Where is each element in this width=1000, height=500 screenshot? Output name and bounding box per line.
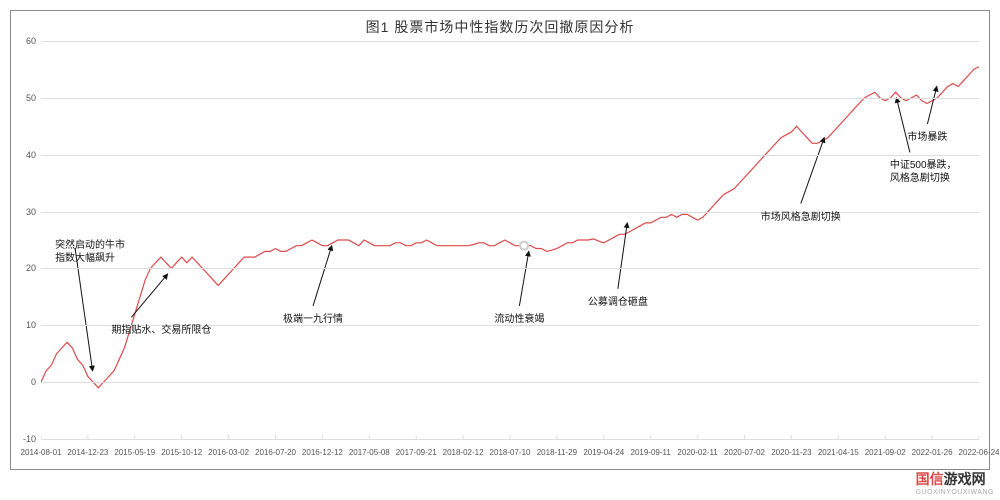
series-line — [41, 67, 979, 388]
x-tick-label: 2020-07-02 — [724, 448, 765, 457]
annotation-arrow — [618, 223, 627, 289]
chart-frame: 图1 股票市场中性指数历次回撤原因分析 -1001020304050602014… — [10, 10, 990, 470]
x-tick-label: 2017-05-08 — [349, 448, 390, 457]
watermark-suffix: 游戏网 — [944, 471, 986, 487]
x-tick-label: 2021-09-02 — [865, 448, 906, 457]
annotation-text-line: 市场风格急剧切换 — [761, 212, 841, 225]
y-tick-label: 60 — [16, 36, 36, 46]
watermark-sub: GUOXINYOUXIWANG — [916, 489, 994, 496]
annotation-arrow — [131, 274, 167, 317]
x-tick-label: 2019-04-24 — [583, 448, 624, 457]
annotation-text-line: 极端一九行情 — [283, 314, 343, 327]
watermark-text: 国信游戏网 GUOXINYOUXIWANG — [916, 469, 994, 496]
x-tick-label: 2019-09-11 — [631, 448, 671, 457]
gridline-h — [41, 268, 979, 269]
y-tick-label: -10 — [16, 434, 36, 444]
x-tick-label: 2016-07-20 — [255, 448, 296, 457]
x-tick-label: 2018-11-29 — [537, 448, 577, 457]
gridline-h — [41, 41, 979, 42]
annotation-text-line: 指数大幅飙升 — [55, 253, 125, 266]
x-tick-label: 2014-08-01 — [21, 448, 62, 457]
x-tick-label: 2020-11-23 — [771, 448, 811, 457]
x-tick-label: 2015-05-19 — [114, 448, 155, 457]
gridline-h — [41, 155, 979, 156]
chart-title: 图1 股票市场中性指数历次回撤原因分析 — [11, 11, 989, 39]
x-tick-label: 2021-04-15 — [818, 448, 859, 457]
annotation-arrow — [75, 248, 93, 371]
y-tick-label: 30 — [16, 207, 36, 217]
watermark: 国信游戏网 GUOXINYOUXIWANG — [916, 469, 994, 496]
annotation-label: 中证500暴跌，风格急剧切换 — [890, 160, 957, 185]
annotation-label: 公募调仓砸盘 — [588, 297, 648, 310]
x-tick-label: 2015-10-12 — [161, 448, 202, 457]
annotation-text-line: 风格急剧切换 — [890, 173, 957, 186]
y-tick-label: 40 — [16, 150, 36, 160]
watermark-primary: 国信 — [916, 471, 944, 487]
gridline-h — [41, 98, 979, 99]
annotation-arrow — [927, 86, 936, 123]
annotation-text-line: 期指贴水、交易所限仓 — [111, 325, 211, 338]
x-tick-label: 2014-12-23 — [67, 448, 108, 457]
annotation-text-line: 中证500暴跌， — [890, 160, 957, 173]
annotation-label: 期指贴水、交易所限仓 — [111, 325, 211, 338]
x-tick-label: 2018-02-12 — [443, 448, 484, 457]
annotation-label: 极端一九行情 — [283, 314, 343, 327]
x-tick-label: 2018-07-10 — [490, 448, 531, 457]
annotation-arrow — [801, 138, 824, 204]
plot-area: -1001020304050602014-08-012014-12-232015… — [41, 41, 979, 439]
y-tick-label: 50 — [16, 93, 36, 103]
annotation-text-line: 公募调仓砸盘 — [588, 297, 648, 310]
annotation-label: 流动性衰竭 — [494, 314, 544, 327]
gridline-h — [41, 382, 979, 383]
highlight-marker — [520, 242, 528, 250]
annotation-text-line: 突然启动的牛市 — [55, 240, 125, 253]
x-tick-label: 2022-01-26 — [912, 448, 953, 457]
y-tick-label: 0 — [16, 377, 36, 387]
x-tick-label: 2016-12-12 — [302, 448, 343, 457]
x-tick-label: 2016-03-02 — [208, 448, 249, 457]
y-tick-label: 20 — [16, 263, 36, 273]
annotation-arrow — [313, 246, 332, 306]
x-tick-label: 2017-09-21 — [396, 448, 437, 457]
x-tick-label: 2022-06-24 — [959, 448, 1000, 457]
annotation-arrow — [519, 251, 528, 306]
annotation-text-line: 流动性衰竭 — [494, 314, 544, 327]
annotation-label: 市场风格急剧切换 — [761, 212, 841, 225]
x-tick-label: 2020-02-11 — [677, 448, 717, 457]
annotation-label: 市场暴跌 — [907, 132, 947, 145]
annotation-label: 突然启动的牛市指数大幅飙升 — [55, 240, 125, 265]
annotation-text-line: 市场暴跌 — [907, 132, 947, 145]
y-tick-label: 10 — [16, 320, 36, 330]
chart-svg — [41, 41, 979, 439]
gridline-h — [41, 439, 979, 440]
